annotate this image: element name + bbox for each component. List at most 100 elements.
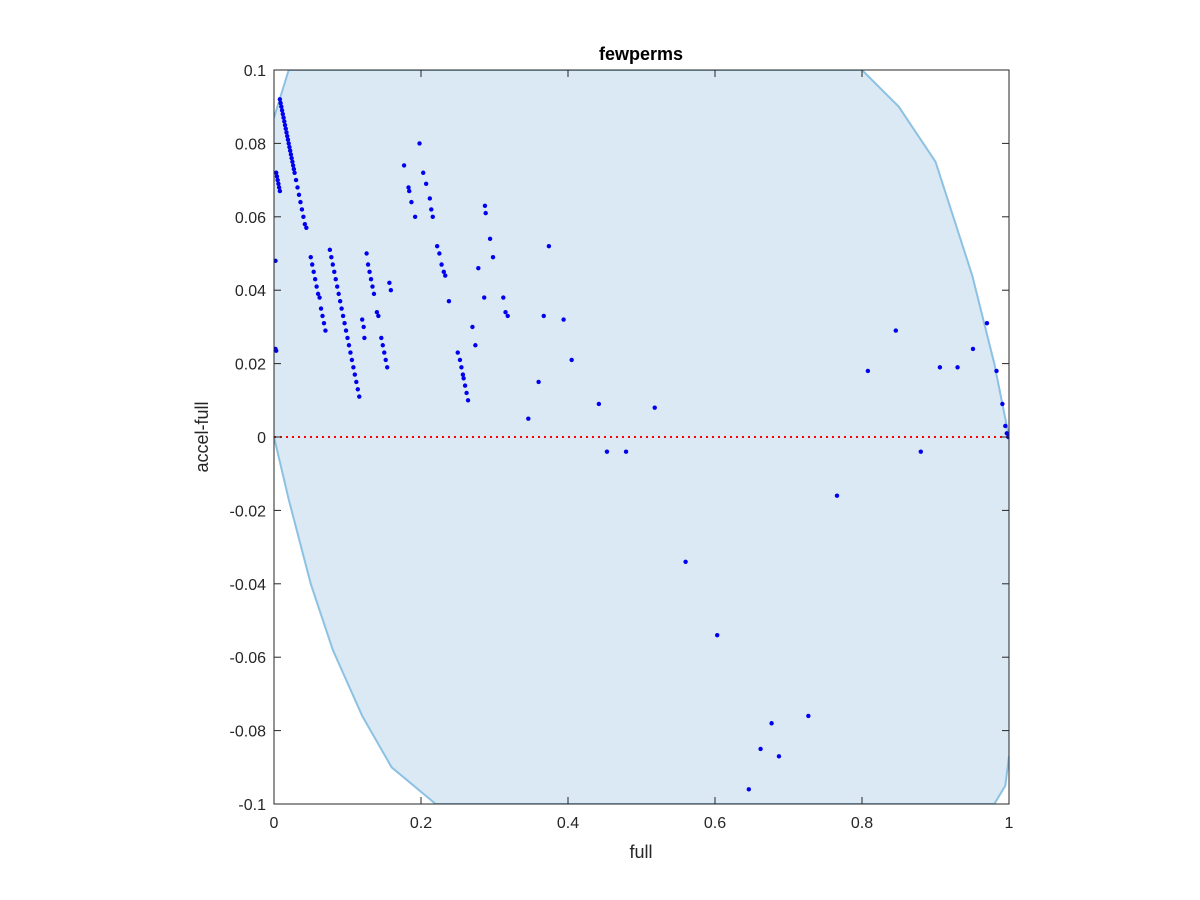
data-point [443, 273, 448, 278]
data-point [457, 357, 463, 363]
y-tick-label: -0.04 [230, 577, 267, 594]
data-point [384, 365, 390, 370]
data-point [370, 284, 375, 289]
data-point [296, 192, 302, 197]
data-point [314, 284, 319, 289]
data-point [274, 170, 279, 175]
data-point [287, 148, 293, 153]
data-point [337, 299, 343, 304]
data-point [282, 119, 287, 124]
data-point [367, 269, 372, 275]
data-point [401, 163, 407, 168]
data-point [374, 310, 380, 315]
data-point [421, 170, 426, 175]
x-tick-label: 0.2 [410, 815, 432, 832]
data-point [439, 262, 444, 267]
data-point [290, 159, 295, 164]
data-point [277, 97, 283, 102]
data-point [371, 291, 377, 297]
data-point [315, 291, 321, 297]
data-point [365, 262, 371, 267]
data-point [280, 111, 286, 117]
data-point [275, 177, 280, 183]
data-point [758, 746, 763, 752]
data-point [382, 350, 387, 355]
x-tick-label: 0.8 [851, 815, 873, 832]
data-point [302, 221, 308, 227]
data-point [274, 258, 278, 264]
data-point [487, 236, 493, 242]
data-point [354, 379, 359, 385]
data-point [311, 269, 316, 275]
data-point [746, 787, 752, 792]
y-tick-label: 0 [257, 430, 266, 447]
data-point [984, 321, 990, 326]
data-point [321, 321, 327, 326]
data-point [465, 398, 471, 403]
data-point [352, 372, 358, 377]
data-point [282, 122, 288, 128]
data-point [349, 357, 355, 363]
data-point [776, 754, 782, 759]
data-point [285, 137, 291, 142]
x-tick-label: 1 [1005, 815, 1014, 832]
region-upper-boundary [274, 70, 1009, 438]
data-point [342, 321, 347, 326]
data-point [683, 559, 688, 564]
x-tick-label: 0.4 [557, 815, 579, 832]
data-point [462, 383, 468, 388]
data-point [561, 317, 566, 322]
data-point [482, 295, 487, 300]
data-point [441, 269, 446, 275]
data-point [299, 207, 305, 212]
data-point [339, 306, 344, 311]
data-point [274, 348, 279, 353]
region-lower-boundary [274, 436, 1009, 804]
y-tick-label: 0.06 [235, 210, 266, 227]
data-point [333, 276, 338, 282]
data-point [279, 104, 284, 109]
data-point [715, 632, 720, 638]
data-point [323, 328, 328, 333]
data-point [293, 177, 299, 183]
data-point [327, 247, 333, 253]
data-point [1000, 401, 1005, 407]
data-point [383, 357, 388, 363]
data-point [301, 214, 306, 219]
data-point [281, 115, 286, 120]
data-point [278, 100, 283, 106]
data-point [348, 350, 353, 355]
data-point [289, 155, 294, 161]
data-point [340, 313, 346, 319]
data-point [304, 225, 309, 231]
data-point [286, 141, 291, 146]
data-point [482, 203, 488, 208]
y-tick-label: -0.02 [230, 503, 267, 520]
data-point [536, 379, 541, 385]
data-point [806, 713, 811, 719]
data-point [834, 493, 840, 498]
data-point [652, 405, 657, 410]
data-point [417, 141, 422, 146]
x-axis-label: full [629, 842, 652, 862]
data-point [596, 401, 602, 407]
data-point [335, 284, 340, 289]
data-point [569, 357, 574, 363]
chart-title: fewperms [599, 44, 683, 64]
data-point [423, 181, 429, 186]
data-point [459, 365, 464, 370]
data-point [407, 188, 412, 194]
data-point [476, 265, 481, 271]
x-tick-label: 0 [270, 815, 279, 832]
y-tick-label: 0.08 [235, 136, 266, 153]
data-point [970, 346, 976, 352]
data-point [460, 372, 466, 377]
data-point [357, 394, 362, 399]
y-axis-label: accel-full [192, 401, 212, 472]
data-point [276, 181, 281, 186]
data-point [473, 343, 478, 348]
data-point [298, 199, 303, 205]
data-point [918, 449, 923, 454]
data-point [455, 350, 460, 355]
